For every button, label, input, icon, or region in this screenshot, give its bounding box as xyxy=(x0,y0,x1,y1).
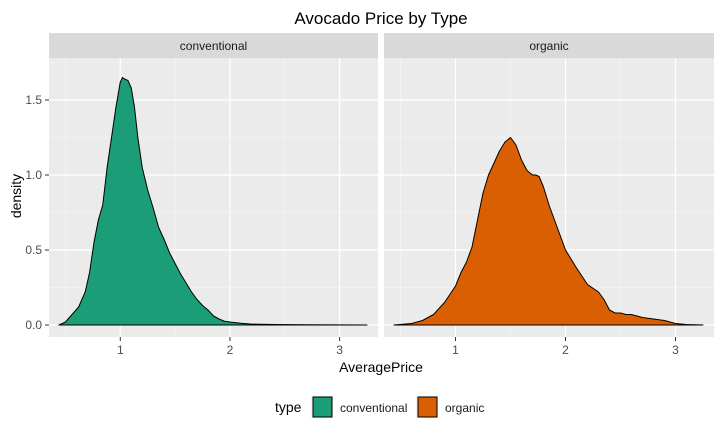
x-tick-label: 1 xyxy=(117,343,124,357)
y-tick-label: 0.0 xyxy=(25,318,42,332)
y-tick-label: 1.5 xyxy=(25,93,42,107)
y-axis-label: density xyxy=(8,174,24,218)
x-tick-label: 3 xyxy=(336,343,343,357)
chart-title: Avocado Price by Type xyxy=(294,9,467,28)
legend-title: type xyxy=(275,399,302,415)
facet-strip-label: organic xyxy=(529,39,568,53)
density-area-organic xyxy=(393,137,704,326)
panel-organic: organic xyxy=(384,33,714,337)
x-tick-label: 2 xyxy=(562,343,569,357)
facet-strip-label: conventional xyxy=(180,39,247,53)
y-tick-label: 1.0 xyxy=(25,168,42,182)
x-tick-label: 3 xyxy=(672,343,679,357)
panel-conventional: conventional xyxy=(49,33,378,337)
y-tick-label: 0.5 xyxy=(25,243,42,257)
facet-strip xyxy=(384,33,714,58)
legend-label-conventional: conventional xyxy=(340,401,407,415)
x-axis-organic: 1 2 3 xyxy=(452,337,679,357)
y-axis: 0.0 0.5 1.0 1.5 xyxy=(25,93,49,332)
x-tick-label: 1 xyxy=(452,343,459,357)
legend-key-organic xyxy=(417,396,438,418)
legend-label-organic: organic xyxy=(445,401,484,415)
x-axis-conventional: 1 2 3 xyxy=(117,337,343,357)
x-tick-label: 2 xyxy=(227,343,234,357)
legend: type conventional organic xyxy=(275,396,484,418)
facet-strip xyxy=(49,33,378,58)
x-axis-label: AveragePrice xyxy=(339,359,423,375)
density-area-conventional xyxy=(58,77,368,326)
legend-key-conventional xyxy=(312,396,333,418)
